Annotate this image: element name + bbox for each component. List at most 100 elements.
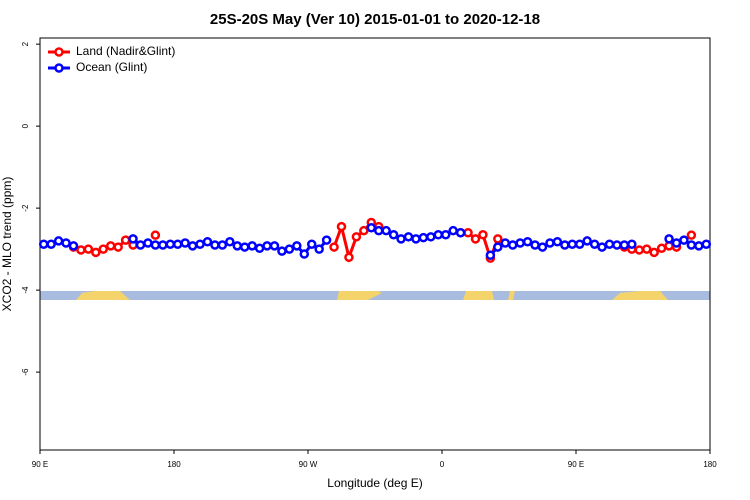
y-tick-label: -2 [21,204,30,212]
data-point [403,232,414,242]
data-point [225,236,235,247]
data-point [172,239,183,249]
data-point [522,236,533,247]
data-point [396,234,406,244]
data-point [485,250,496,261]
data-point [478,230,488,240]
data-point [455,227,466,238]
x-tick-label: 90 W [299,460,318,469]
land-patch [612,291,668,300]
data-point [158,240,168,250]
data-point [38,239,49,249]
data-point [83,244,94,254]
data-point [299,249,310,259]
data-point [336,221,347,232]
data-point [641,244,652,254]
y-tick-label: -6 [21,368,30,376]
data-point [530,240,540,250]
data-point [210,240,220,250]
data-point [574,239,585,249]
data-point [306,239,317,249]
land-patch [76,291,130,300]
data-point [135,240,146,250]
data-point [128,234,138,244]
data-point [321,235,332,245]
x-axis-label: Longitude (deg E) [327,476,422,490]
land-ocean-map [40,291,710,300]
data-point [46,239,56,249]
data-point [269,241,280,251]
data-point [619,240,630,250]
data-point [202,236,213,247]
x-tick-label: 180 [167,460,181,469]
data-point [612,240,622,250]
data-point [113,242,123,252]
data-point [634,245,645,255]
x-tick-label: 0 [440,460,445,469]
data-point [552,236,563,247]
data-point [701,239,712,249]
data-point [187,241,198,251]
data-point [284,244,295,254]
data-point [61,238,71,248]
data-point [656,243,667,254]
data-point [373,225,384,236]
data-point [537,242,548,252]
data-point [649,247,659,258]
legend-label: Ocean (Glint) [76,60,147,74]
data-point [165,239,176,249]
data-point [507,240,518,250]
legend-marker [54,63,64,73]
data-point [150,230,161,240]
data-point [232,241,243,251]
land-patch [337,291,382,300]
data-point [671,238,682,248]
data-point [98,244,109,254]
data-point [150,240,161,250]
data-point [180,238,190,248]
data-point [388,230,399,240]
x-tick-label: 90 E [32,460,48,469]
data-point [597,242,607,252]
data-point [262,241,272,251]
data-point [664,234,674,244]
data-point [686,240,697,250]
data-point [359,225,369,236]
data-point [53,236,64,246]
data-point [440,230,451,240]
data-point [381,225,391,236]
data-point [567,239,578,249]
land-patch [463,291,494,300]
data-point [589,239,600,249]
data-point [426,232,436,242]
legend-marker [54,47,64,57]
land-patch [508,291,515,300]
data-point [604,239,615,249]
data-point [68,241,79,251]
data-point [292,241,302,251]
legend-label: Land (Nadir&Glint) [76,44,175,58]
data-point [329,242,339,252]
data-point [582,236,592,246]
data-point [686,230,697,240]
data-point [366,223,377,233]
data-point [411,234,421,244]
data-point [351,232,362,242]
data-point [470,234,481,244]
x-tick-label: 180 [703,460,717,469]
data-point [694,241,704,251]
data-point [545,238,555,248]
y-tick-label: -4 [21,286,30,294]
data-point [254,243,265,254]
chart-title: 25S-20S May (Ver 10) 2015-01-01 to 2020-… [210,11,540,28]
data-point [120,235,131,245]
data-point [500,238,511,248]
data-point [247,241,257,251]
data-point [463,227,473,238]
data-point [76,245,86,255]
data-point [433,230,444,240]
x-tick-label: 90 E [568,460,584,469]
data-point [448,225,458,236]
y-tick-label: 2 [21,41,30,46]
